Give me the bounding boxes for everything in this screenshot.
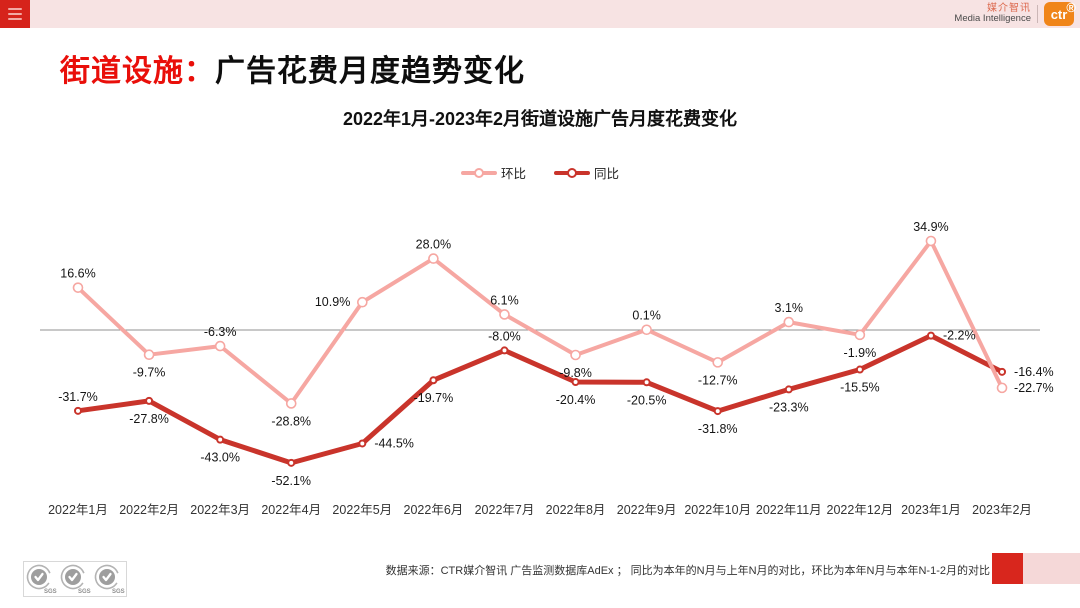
svg-text:10.9%: 10.9% <box>315 295 350 309</box>
chart-title: 2022年1月-2023年2月街道设施广告月度花费变化 <box>342 109 738 129</box>
sgs-logo: SGS <box>26 564 57 595</box>
sgs-label: SGS <box>78 589 91 595</box>
svg-text:2022年8月: 2022年8月 <box>546 503 606 517</box>
svg-text:2022年2月: 2022年2月 <box>119 503 179 517</box>
svg-text:-1.9%: -1.9% <box>844 346 877 360</box>
brand-divider <box>1037 5 1038 23</box>
svg-text:-27.8%: -27.8% <box>129 412 169 426</box>
svg-text:34.9%: 34.9% <box>913 220 948 234</box>
svg-text:-16.4%: -16.4% <box>1014 365 1054 379</box>
sgs-certification-logos: SGS SGS SGS <box>23 561 127 597</box>
brand-name-zh: 媒介智讯 <box>987 2 1031 14</box>
footer-accent-red-block <box>992 553 1023 584</box>
svg-text:-15.5%: -15.5% <box>840 381 880 395</box>
registered-trademark-icon: ® <box>1066 0 1076 15</box>
chart-legend: 环比 同比 <box>0 163 1080 182</box>
svg-text:16.6%: 16.6% <box>60 267 95 281</box>
legend-item-tongbi: 同比 <box>554 163 619 182</box>
svg-text:3.1%: 3.1% <box>775 301 804 315</box>
svg-text:2022年11月: 2022年11月 <box>756 503 822 517</box>
svg-text:2022年1月: 2022年1月 <box>48 503 108 517</box>
legend-label-tongbi: 同比 <box>594 167 620 181</box>
svg-text:2022年7月: 2022年7月 <box>475 503 535 517</box>
svg-text:-2.2%: -2.2% <box>943 329 976 343</box>
svg-text:2022年9月: 2022年9月 <box>617 503 677 517</box>
svg-text:-8.0%: -8.0% <box>488 329 521 343</box>
svg-text:-28.8%: -28.8% <box>271 414 311 428</box>
svg-text:2023年2月: 2023年2月 <box>972 503 1032 517</box>
svg-text:-20.4%: -20.4% <box>556 393 596 407</box>
svg-text:-9.8%: -9.8% <box>559 366 592 380</box>
svg-text:2022年4月: 2022年4月 <box>261 503 321 517</box>
brand-block: 媒介智讯 Media Intelligence ctr ® <box>954 0 1076 28</box>
svg-text:-52.1%: -52.1% <box>271 474 311 488</box>
svg-text:-22.7%: -22.7% <box>1014 381 1054 395</box>
trend-line-chart: -31.7% -27.8% -43.0% -52.1% -44.5% -19.7% -8.0… <box>40 220 1054 517</box>
huanbi-line-swatch <box>460 167 497 178</box>
svg-text:2022年6月: 2022年6月 <box>404 503 464 517</box>
svg-text:2022年3月: 2022年3月 <box>190 503 250 517</box>
footer-accent-pink-block <box>1023 553 1080 584</box>
sgs-label: SGS <box>44 589 57 595</box>
svg-text:-23.3%: -23.3% <box>769 400 809 414</box>
page-title: 街道设施：广告花费月度趋势变化 <box>60 46 525 90</box>
page-title-highlight: 街道设施： <box>60 55 215 88</box>
legend-item-huanbi: 环比 <box>460 163 526 182</box>
svg-text:-12.7%: -12.7% <box>698 373 738 387</box>
sgs-logo: SGS <box>60 564 91 595</box>
sgs-logo: SGS <box>94 564 125 595</box>
svg-text:6.1%: 6.1% <box>490 293 519 307</box>
legend-label-huanbi: 环比 <box>500 167 526 181</box>
svg-text:2022年12月: 2022年12月 <box>827 503 894 517</box>
svg-text:-19.7%: -19.7% <box>414 391 454 405</box>
svg-text:-6.3%: -6.3% <box>204 325 237 339</box>
svg-text:-31.8%: -31.8% <box>698 422 738 436</box>
ctr-logo-text: ctr <box>1050 6 1068 22</box>
menu-button[interactable] <box>0 0 30 28</box>
top-bar: 媒介智讯 Media Intelligence ctr ® <box>0 0 1080 28</box>
svg-text:0.1%: 0.1% <box>632 309 661 323</box>
svg-text:-9.7%: -9.7% <box>133 366 166 380</box>
svg-text:-20.5%: -20.5% <box>627 393 667 407</box>
svg-text:-44.5%: -44.5% <box>374 436 414 450</box>
sgs-label: SGS <box>112 589 125 595</box>
svg-text:-43.0%: -43.0% <box>200 451 240 465</box>
svg-text:28.0%: 28.0% <box>416 238 451 252</box>
ctr-logo: ctr ® <box>1044 0 1076 26</box>
data-source-note: 数据来源：CTR媒介智讯 广告监测数据库AdEx ； 同比为本年的N月与上年N月… <box>385 565 990 577</box>
svg-text:2023年1月: 2023年1月 <box>901 503 961 517</box>
page-title-rest: 广告花费月度趋势变化 <box>215 55 525 88</box>
svg-text:2022年5月: 2022年5月 <box>332 503 392 517</box>
tongbi-line-swatch <box>554 167 590 178</box>
svg-text:-31.7%: -31.7% <box>58 390 98 404</box>
svg-text:2022年10月: 2022年10月 <box>684 503 751 517</box>
brand-name-en: Media Intelligence <box>954 13 1031 25</box>
